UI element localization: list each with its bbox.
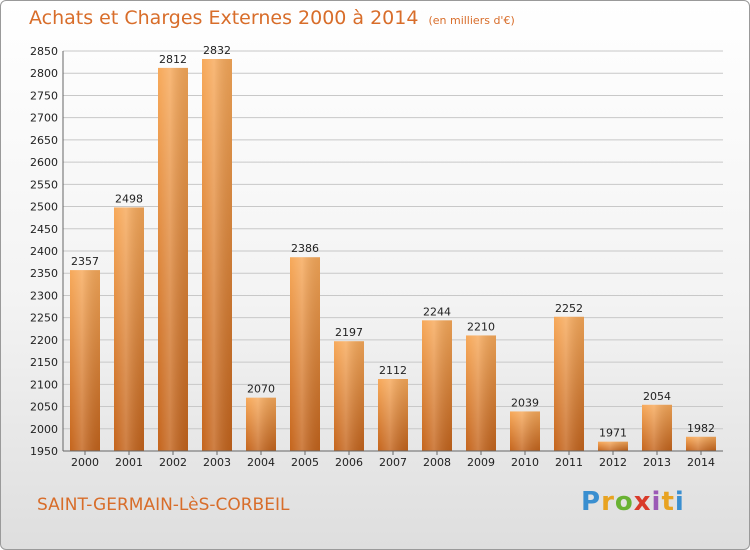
data-label: 2054 [643, 390, 671, 403]
bar-highlight [334, 341, 364, 451]
x-tick-label: 2012 [599, 456, 627, 469]
data-label: 2252 [555, 302, 583, 315]
y-tick-label: 2700 [30, 112, 58, 125]
logo-letter: x [633, 487, 652, 517]
data-label: 2386 [291, 242, 319, 255]
x-tick-label: 2002 [159, 456, 187, 469]
y-tick-label: 2750 [30, 89, 58, 102]
data-label: 2112 [379, 364, 407, 377]
x-axis: 2000 2001 2002 2003 2004 2005 2006 2007 2008 2009… [63, 450, 723, 469]
place-name: SAINT-GERMAIN-LèS-CORBEIL [37, 495, 290, 515]
logo-letter: o [614, 487, 634, 517]
x-tick-label: 2009 [467, 456, 495, 469]
y-tick-label: 2000 [30, 423, 58, 436]
bar-highlight [422, 320, 452, 451]
bar-highlight [466, 335, 496, 451]
y-tick-label: 2850 [30, 45, 58, 58]
data-label: 2357 [71, 255, 99, 268]
x-tick-label: 2011 [555, 456, 583, 469]
y-tick-label: 2050 [30, 401, 58, 414]
x-tick-label: 2003 [203, 456, 231, 469]
y-tick-label: 2200 [30, 334, 58, 347]
y-tick-label: 2100 [30, 378, 58, 391]
y-tick-label: 2650 [30, 134, 58, 147]
bar-highlight [554, 316, 584, 451]
data-label: 2832 [203, 44, 231, 57]
bar-highlight [202, 59, 232, 451]
bars: 2357 2498 2812 2832 2070 2386 2197 2112 2244 2210… [70, 44, 716, 451]
data-label: 2197 [335, 326, 363, 339]
x-tick-label: 2006 [335, 456, 363, 469]
chart-unit: (en milliers d'€) [428, 14, 515, 27]
chart-title: Achats et Charges Externes 2000 à 2014 (e… [29, 7, 515, 29]
data-label: 2070 [247, 383, 275, 396]
data-label: 2498 [115, 192, 143, 205]
y-tick-label: 2550 [30, 178, 58, 191]
logo-letter: t [661, 487, 675, 517]
logo-letter: P [581, 487, 602, 517]
y-axis: 1950 2000 2050 2100 2150 2200 2250 2300 2350 2400… [30, 45, 64, 458]
logo-letter: i [651, 487, 662, 517]
data-label: 2812 [159, 53, 187, 66]
x-tick-label: 2008 [423, 456, 451, 469]
x-tick-label: 2004 [247, 456, 275, 469]
data-label: 1971 [599, 427, 627, 440]
x-tick-label: 2010 [511, 456, 539, 469]
data-label: 2244 [423, 305, 451, 318]
data-label: 2039 [511, 396, 539, 409]
y-tick-label: 2450 [30, 223, 58, 236]
data-label: 1982 [687, 422, 715, 435]
data-label: 2210 [467, 320, 495, 333]
x-tick-label: 2005 [291, 456, 319, 469]
y-tick-label: 2800 [30, 67, 58, 80]
x-tick-label: 2001 [115, 456, 143, 469]
bar-highlight [290, 257, 320, 451]
x-tick-label: 2013 [643, 456, 671, 469]
x-tick-label: 2000 [71, 456, 99, 469]
logo-letter: r [601, 487, 615, 517]
bar-highlight [114, 207, 144, 451]
y-tick-label: 1950 [30, 445, 58, 458]
bar-highlight [378, 379, 408, 451]
y-tick-label: 2500 [30, 201, 58, 214]
y-tick-label: 2300 [30, 289, 58, 302]
bar-highlight [246, 397, 276, 451]
y-tick-label: 2350 [30, 267, 58, 280]
bar-highlight [642, 404, 672, 451]
bar-highlight [158, 67, 188, 451]
bar-highlight [686, 436, 716, 451]
proxiti-logo: Proxiti [581, 487, 685, 517]
bar-highlight [510, 411, 540, 451]
bar-highlight [598, 441, 628, 451]
y-tick-label: 2250 [30, 312, 58, 325]
logo-letter: i [674, 487, 685, 517]
y-tick-label: 2400 [30, 245, 58, 258]
bar-highlight [70, 270, 100, 451]
y-tick-label: 2600 [30, 156, 58, 169]
y-tick-label: 2150 [30, 356, 58, 369]
x-tick-label: 2007 [379, 456, 407, 469]
x-tick-label: 2014 [687, 456, 715, 469]
chart-title-text: Achats et Charges Externes 2000 à 2014 [29, 7, 419, 29]
